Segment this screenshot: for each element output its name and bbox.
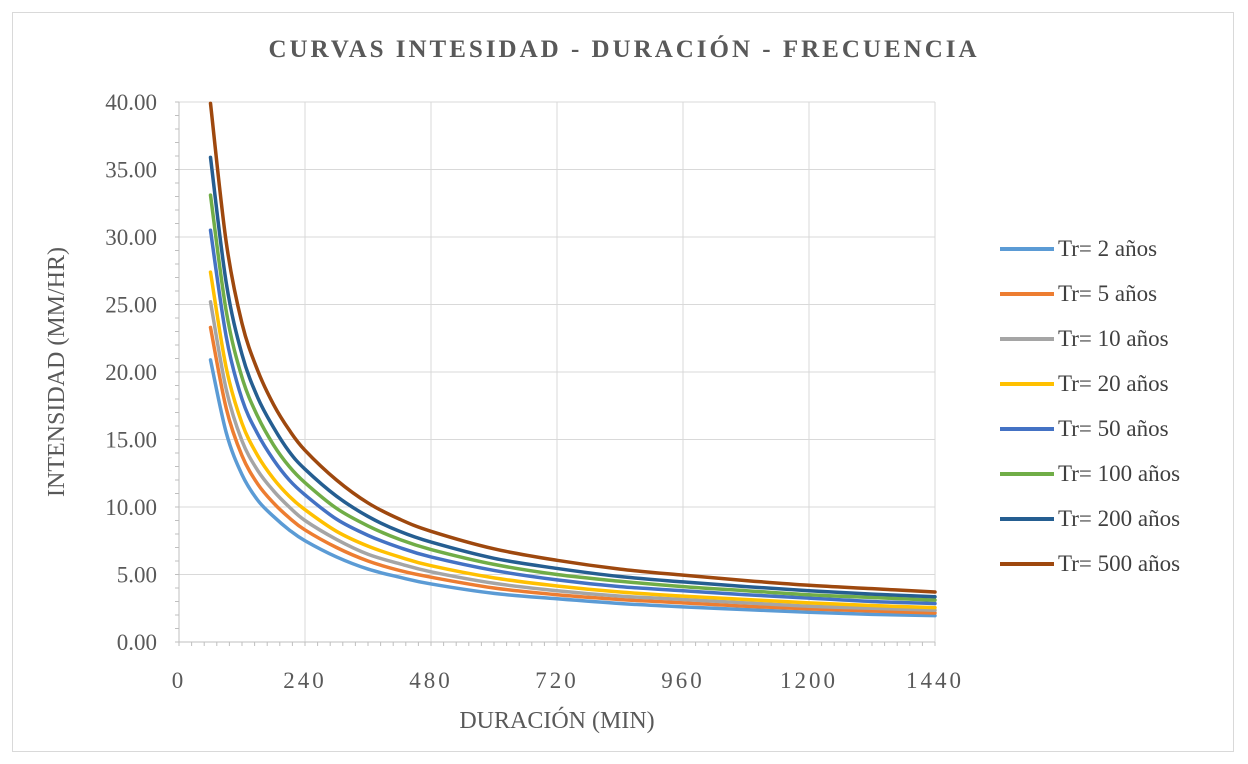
x-tick-label: 240 [283,668,327,693]
legend-swatch [1000,561,1054,566]
series-line [208,270,937,610]
x-axis-title: DURACIÓN (MIN) [459,707,654,734]
legend-label: Tr= 5 años [1058,280,1158,306]
y-tick-label: 35.00 [105,158,157,183]
legend-item: Tr= 10 años [1000,316,1240,361]
y-tick-label: 0.00 [117,630,157,655]
series-line [208,155,937,599]
legend-item: Tr= 500 años [1000,541,1240,586]
legend-label: Tr= 100 años [1058,460,1181,486]
legend-swatch [1000,291,1054,296]
series-line [208,325,937,615]
legend-swatch [1000,246,1054,251]
series-line [208,300,937,613]
legend-item: Tr= 50 años [1000,406,1240,451]
legend-label: Tr= 50 años [1058,415,1169,441]
legend-label: Tr= 10 años [1058,325,1169,351]
x-tick-label: 0 [172,668,187,693]
y-tick-label: 15.00 [105,428,157,453]
y-tick-label: 10.00 [105,495,157,520]
series-line [208,101,937,594]
series-line [208,193,937,602]
series-lines [208,101,937,618]
axes [175,101,936,646]
x-tick-label: 1200 [780,668,838,693]
gridlines [179,101,936,642]
chart-title: CURVAS INTESIDAD - DURACIÓN - FRECUENCIA [268,36,980,63]
legend-item: Tr= 5 años [1000,271,1240,316]
legend-swatch [1000,426,1054,431]
x-tick-label: 1440 [906,668,964,693]
legend-item: Tr= 200 años [1000,496,1240,541]
legend-swatch [1000,336,1054,341]
y-tick-label: 25.00 [105,293,157,318]
x-tick-label: 960 [661,668,705,693]
legend-item: Tr= 2 años [1000,226,1240,271]
x-tick-label: 480 [409,668,453,693]
legend-item: Tr= 20 años [1000,361,1240,406]
y-axis-title: INTENSIDAD (MM/HR) [44,247,70,497]
y-tick-label: 5.00 [117,563,157,588]
tick-labels: 0.00 5.00 10.00 15.00 20.00 25.00 30.00 35.00 40… [105,90,964,693]
y-tick-label: 40.00 [105,90,157,115]
y-tick-label: 30.00 [105,225,157,250]
series-line [208,228,937,606]
legend-swatch [1000,516,1054,521]
legend: Tr= 2 años Tr= 5 años Tr= 10 años Tr= 20 añ… [1000,226,1240,586]
legend-swatch [1000,381,1054,386]
x-tick-label: 720 [535,668,579,693]
legend-label: Tr= 200 años [1058,505,1181,531]
y-tick-label: 20.00 [105,360,157,385]
legend-item: Tr= 100 años [1000,451,1240,496]
legend-swatch [1000,471,1054,476]
legend-label: Tr= 2 años [1058,235,1158,261]
legend-label: Tr= 20 años [1058,370,1169,396]
series-line [208,358,937,618]
legend-label: Tr= 500 años [1058,550,1181,576]
